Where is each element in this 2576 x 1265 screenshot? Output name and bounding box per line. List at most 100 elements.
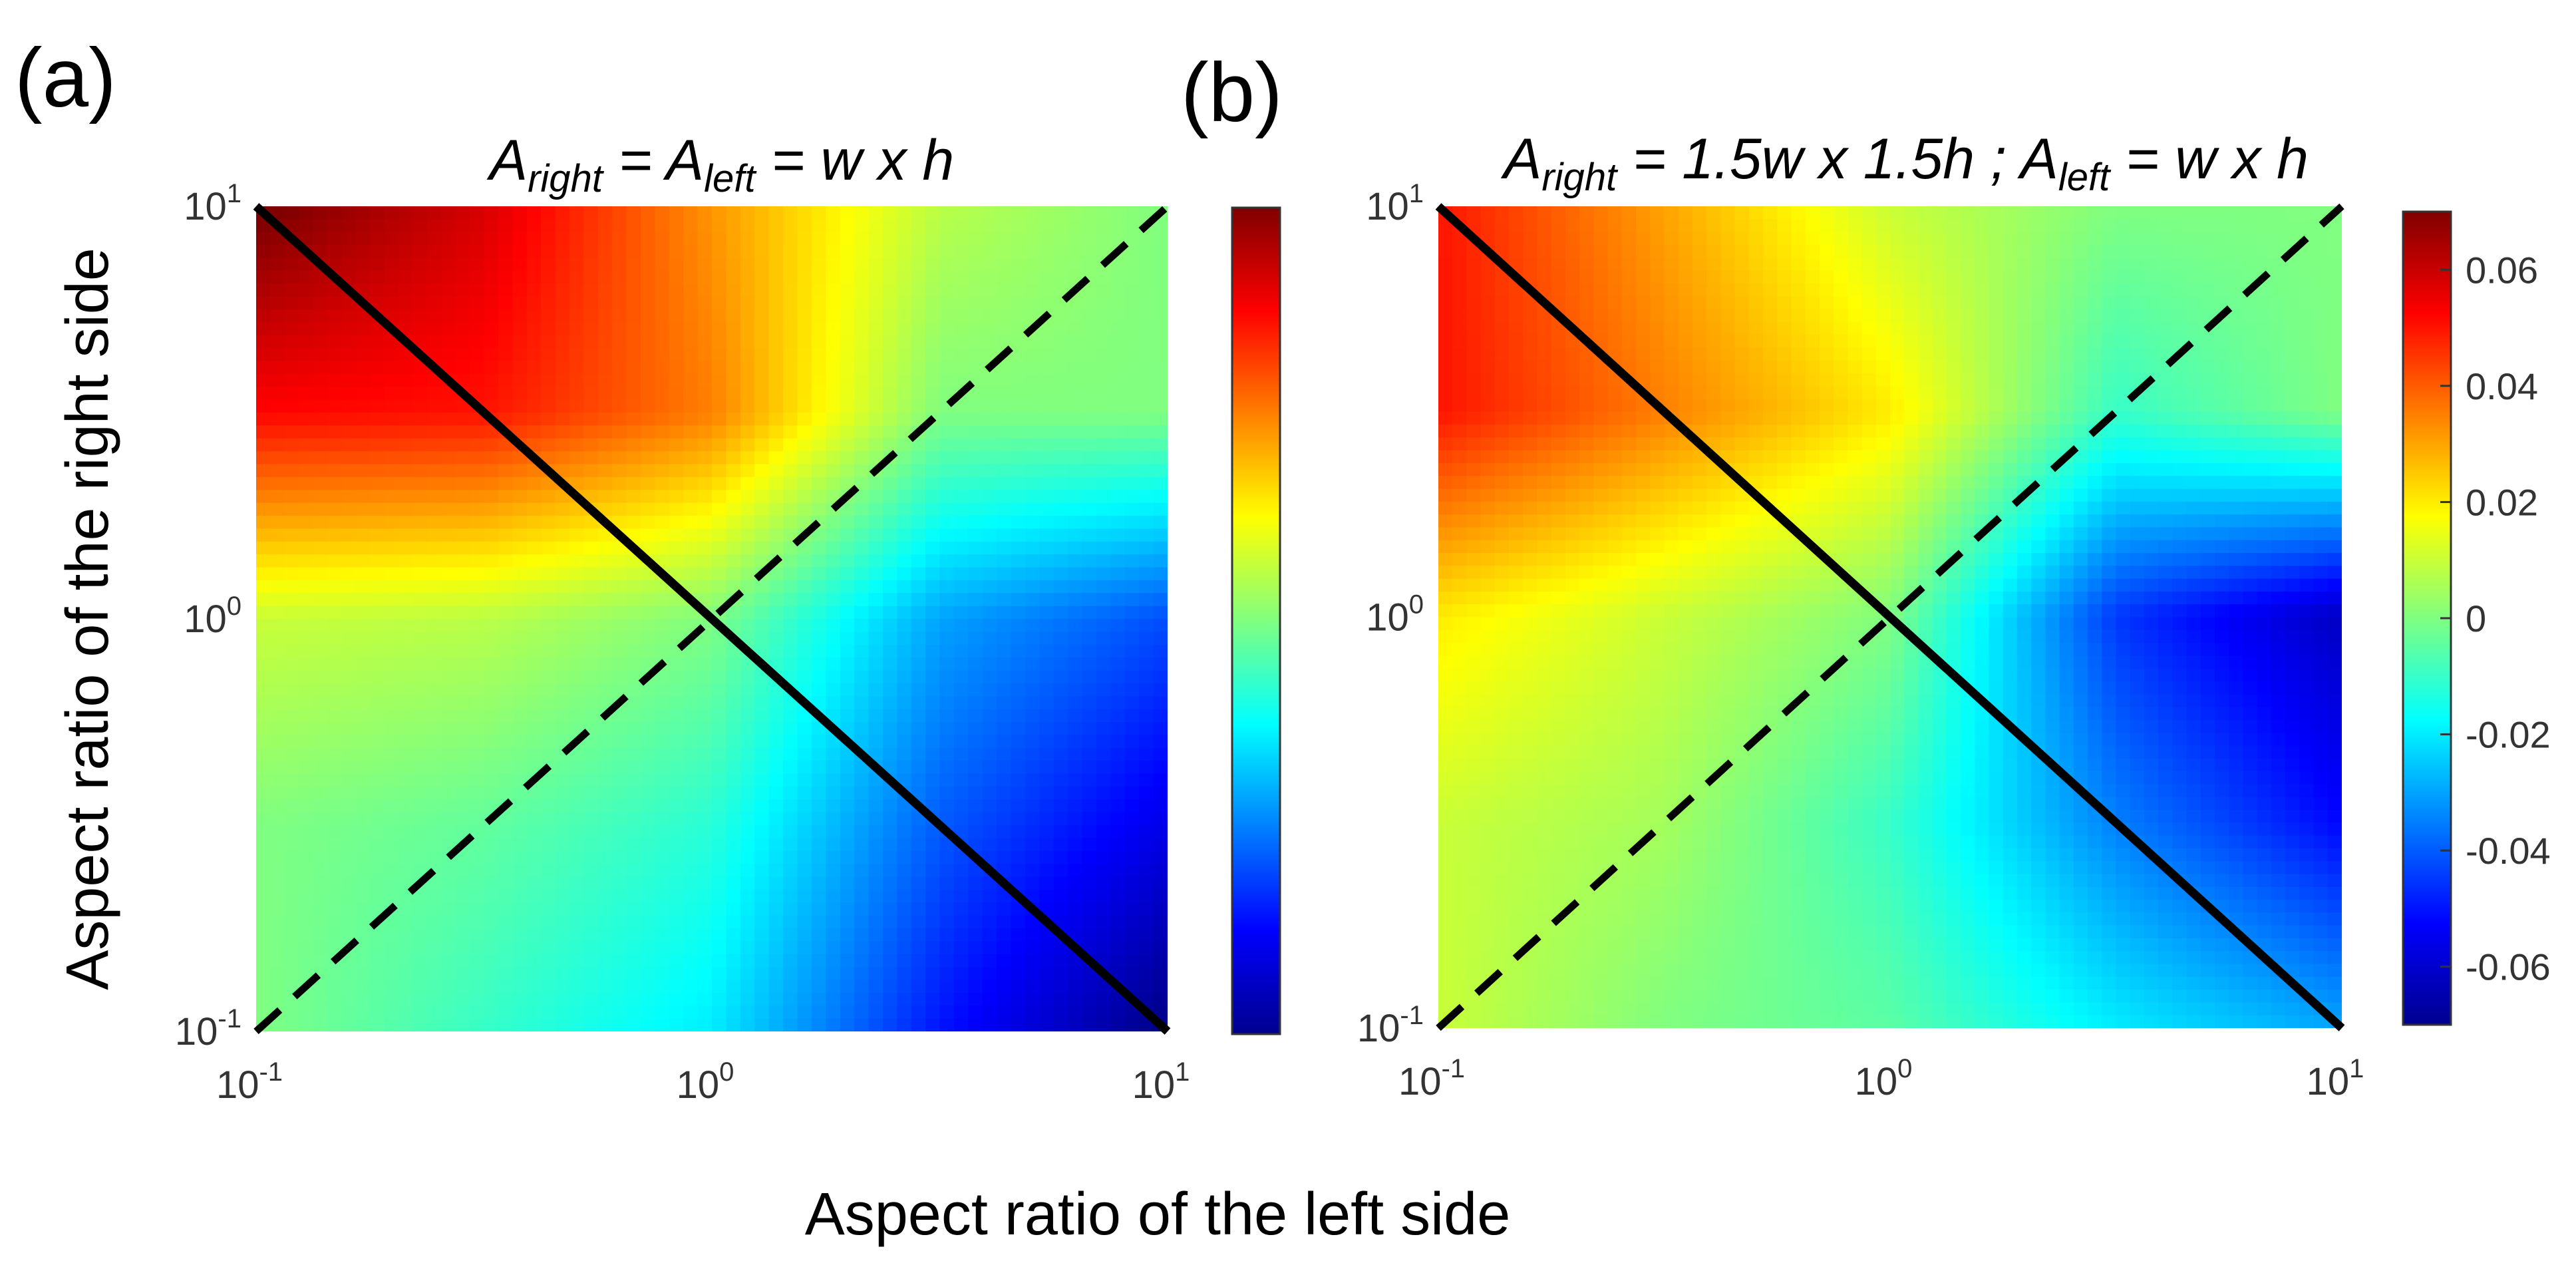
heatmap-cell	[811, 361, 827, 375]
heatmap-cell	[1805, 373, 1820, 387]
heatmap-cell	[655, 580, 670, 594]
heatmap-cell	[1068, 786, 1083, 801]
heatmap-cell	[1025, 696, 1041, 710]
heatmap-cell	[697, 541, 713, 555]
heatmap-cell	[1509, 232, 1524, 246]
heatmap-cell	[911, 438, 926, 452]
heatmap-cell	[426, 387, 442, 401]
heatmap-cell	[826, 245, 841, 259]
heatmap-cell	[2059, 360, 2074, 374]
heatmap-cell	[939, 1005, 955, 1019]
heatmap-cell	[441, 270, 456, 285]
heatmap-cell	[911, 232, 926, 246]
heatmap-cell	[697, 967, 713, 981]
heatmap-cell	[1565, 270, 1580, 284]
heatmap-cell	[783, 399, 798, 413]
heatmap-cell	[640, 992, 656, 1007]
heatmap-cell	[683, 528, 699, 542]
heatmap-cell	[726, 258, 741, 271]
heatmap-cell	[541, 850, 556, 864]
heatmap-cell	[868, 348, 884, 362]
heatmap-cell	[982, 413, 997, 427]
heatmap-cell	[783, 696, 798, 710]
heatmap-cell	[1039, 670, 1054, 684]
heatmap-cell	[1819, 360, 1834, 374]
heatmap-cell	[1039, 773, 1054, 787]
heatmap-cell	[697, 425, 713, 439]
heatmap-cell	[768, 967, 784, 981]
heatmap-cell	[1082, 812, 1097, 826]
heatmap-cell	[911, 761, 926, 775]
heatmap-cell	[541, 902, 556, 916]
heatmap-cell	[897, 361, 912, 375]
heatmap-cell	[355, 425, 371, 439]
heatmap-cell	[740, 709, 756, 723]
heatmap-cell	[868, 1005, 884, 1019]
heatmap-cell	[426, 902, 442, 916]
heatmap-cell	[1607, 296, 1623, 310]
heatmap-cell	[1068, 876, 1083, 890]
heatmap-cell	[640, 580, 656, 594]
heatmap-cell	[327, 902, 343, 916]
heatmap-cell	[470, 967, 485, 981]
heatmap-cell	[412, 864, 428, 878]
heatmap-cell	[868, 476, 884, 491]
heatmap-cell	[1124, 902, 1140, 916]
heatmap-cell	[555, 245, 570, 259]
heatmap-cell	[455, 928, 470, 942]
heatmap-cell	[1565, 258, 1580, 271]
heatmap-cell	[1025, 1005, 1041, 1019]
heatmap-cell	[597, 928, 613, 942]
heatmap-cell	[1664, 334, 1679, 349]
heatmap-cell	[1961, 206, 1976, 220]
heatmap-cell	[484, 992, 499, 1007]
heatmap-cell	[299, 490, 314, 504]
heatmap-cell	[982, 425, 997, 439]
heatmap-cell	[299, 850, 314, 864]
heatmap-cell	[953, 296, 969, 310]
heatmap-cell	[1579, 360, 1595, 374]
heatmap-cell	[1082, 335, 1097, 349]
heatmap-cell	[1039, 876, 1054, 890]
heatmap-cell	[669, 928, 684, 942]
heatmap-cell	[726, 670, 741, 684]
heatmap-cell	[1082, 387, 1097, 401]
heatmap-cell	[826, 387, 841, 401]
heatmap-cell	[783, 206, 798, 220]
heatmap-cell	[868, 747, 884, 761]
heatmap-cell	[740, 270, 756, 285]
heatmap-cell	[498, 683, 514, 697]
heatmap-cell	[740, 864, 756, 878]
heatmap-cell	[669, 296, 684, 310]
heatmap-cell	[1692, 373, 1707, 387]
heatmap-cell	[968, 580, 983, 594]
heatmap-cell	[1096, 580, 1112, 594]
heatmap-cell	[1890, 309, 1905, 323]
heatmap-cell	[341, 670, 357, 684]
heatmap-cell	[1068, 657, 1083, 671]
heatmap-cell	[1607, 232, 1623, 246]
heatmap-cell	[811, 258, 827, 271]
heatmap-cell	[1890, 321, 1905, 335]
heatmap-cell	[1139, 502, 1154, 516]
heatmap-cell	[612, 864, 627, 878]
heatmap-cell	[2229, 258, 2244, 271]
heatmap-cell	[726, 528, 741, 542]
heatmap-cell	[313, 992, 328, 1007]
heatmap-cell	[854, 864, 870, 878]
heatmap-cell	[270, 773, 285, 787]
heatmap-cell	[569, 980, 585, 994]
heatmap-cell	[270, 967, 285, 981]
heatmap-cell	[498, 747, 514, 761]
heatmap-cell	[569, 747, 585, 761]
heatmap-cell	[897, 580, 912, 594]
heatmap-cell	[541, 992, 556, 1007]
heatmap-cell	[1551, 321, 1566, 335]
heatmap-cell	[1139, 915, 1154, 929]
heatmap-cell	[626, 438, 641, 452]
heatmap-cell	[2045, 309, 2060, 323]
heatmap-cell	[669, 967, 684, 981]
heatmap-cell	[783, 309, 798, 323]
heatmap-cell	[441, 773, 456, 787]
heatmap-cell	[683, 580, 699, 594]
